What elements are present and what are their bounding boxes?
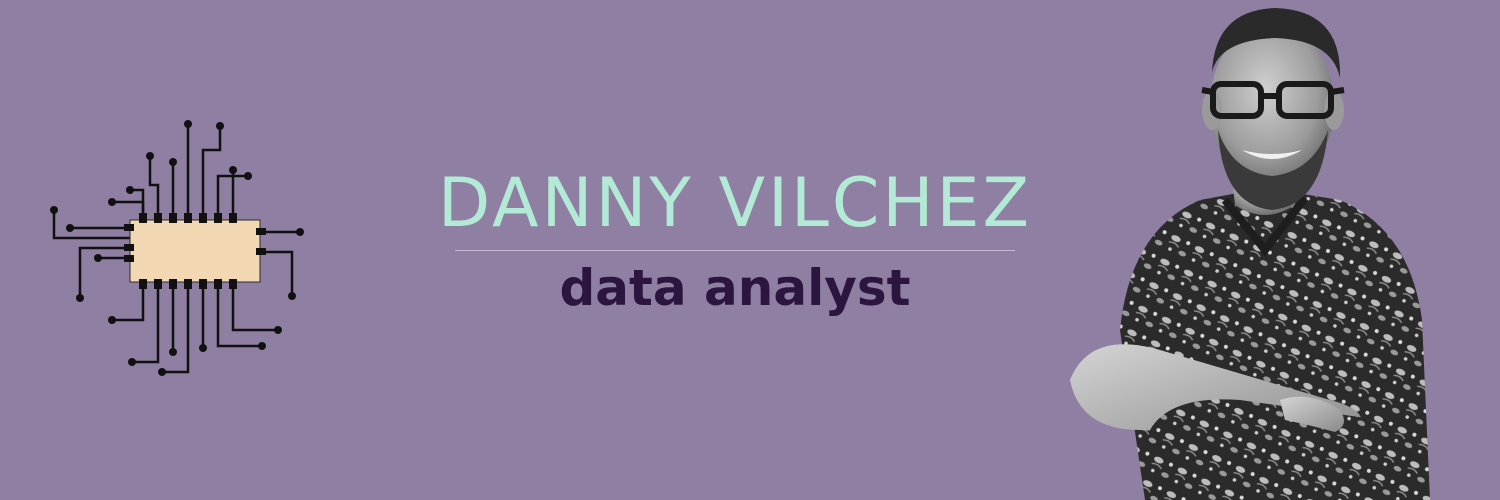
chip-icon <box>50 120 304 376</box>
job-title: data analyst <box>559 259 911 317</box>
name-block: DANNY VILCHEZ data analyst <box>400 160 1070 325</box>
divider <box>455 250 1015 251</box>
portrait-photo <box>1070 8 1430 500</box>
person-name: DANNY VILCHEZ <box>437 164 1033 243</box>
